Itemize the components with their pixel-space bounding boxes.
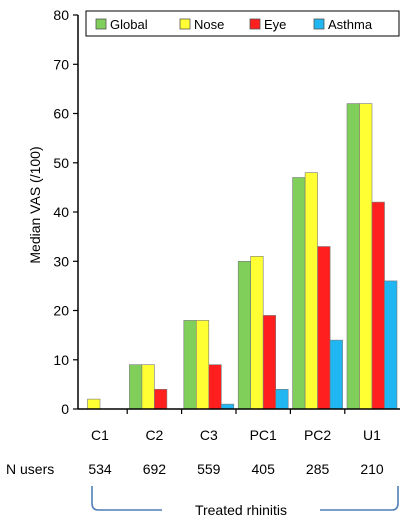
legend-box bbox=[85, 10, 400, 37]
bar-eye-u1 bbox=[371, 201, 385, 410]
bar-global-u1 bbox=[346, 103, 360, 410]
category-label-c2: C2 bbox=[145, 427, 163, 443]
bar-eye-pc2 bbox=[317, 246, 331, 410]
axis-layer: 0 10 20 30 40 50 60 70 80 bbox=[53, 7, 400, 417]
legend-label-eye: Eye bbox=[264, 17, 286, 32]
category-label-c3: C3 bbox=[200, 427, 218, 443]
y-tick-label-30: 30 bbox=[53, 253, 69, 269]
bar-global-c3 bbox=[183, 320, 197, 410]
bar-global-pc2 bbox=[292, 177, 306, 410]
bars-layer bbox=[87, 103, 398, 410]
y-tick-label-70: 70 bbox=[53, 56, 69, 72]
y-tick-label-0: 0 bbox=[61, 401, 69, 417]
legend-swatch-global bbox=[95, 18, 107, 30]
y-tick-label-50: 50 bbox=[53, 155, 69, 171]
bar-asthma-pc2 bbox=[329, 339, 343, 410]
category-label-pc2: PC2 bbox=[304, 427, 331, 443]
n-users-value-c3: 559 bbox=[197, 461, 221, 477]
y-tick-label-10: 10 bbox=[53, 352, 69, 368]
category-label-pc1: PC1 bbox=[250, 427, 277, 443]
bar-nose-c3 bbox=[196, 320, 210, 410]
bar-eye-pc1 bbox=[262, 315, 277, 410]
n-users-label: N users bbox=[6, 461, 54, 477]
labels-layer: C1 534 C2 692 C3 559 PC1 405 PC2 285 U1 210 bbox=[88, 427, 384, 477]
n-users-value-pc1: 405 bbox=[252, 461, 276, 477]
legend-swatch-nose bbox=[179, 18, 191, 30]
category-label-u1: U1 bbox=[363, 427, 381, 443]
legend-swatch-eye bbox=[249, 18, 261, 30]
y-axis-label: Median VAS (/100) bbox=[27, 146, 43, 263]
n-users-value-u1: 210 bbox=[360, 461, 384, 477]
bar-eye-c2 bbox=[154, 388, 168, 410]
bar-nose-u1 bbox=[359, 103, 373, 410]
n-users-value-pc2: 285 bbox=[306, 461, 330, 477]
bar-global-pc1 bbox=[237, 260, 251, 410]
bar-nose-pc2 bbox=[304, 172, 318, 410]
treated-rhinitis-label: Treated rhinitis bbox=[195, 502, 287, 518]
y-tick-label-80: 80 bbox=[53, 7, 69, 23]
legend-label-global: Global bbox=[110, 17, 148, 32]
bar-asthma-pc1 bbox=[275, 388, 289, 410]
y-tick-label-60: 60 bbox=[53, 106, 69, 122]
category-label-c1: C1 bbox=[91, 427, 109, 443]
bar-eye-c3 bbox=[208, 364, 222, 410]
n-users-value-c2: 692 bbox=[143, 461, 167, 477]
bar-asthma-u1 bbox=[384, 280, 398, 410]
n-users-value-c1: 534 bbox=[88, 461, 112, 477]
bar-nose-c2 bbox=[141, 364, 155, 410]
y-tick-label-40: 40 bbox=[53, 204, 69, 220]
bar-global-c2 bbox=[129, 364, 143, 410]
legend-label-nose: Nose bbox=[194, 17, 224, 32]
legend: Global Nose Eye Asthma bbox=[85, 10, 400, 37]
treated-rhinitis-bracket bbox=[91, 486, 399, 511]
bar-nose-pc1 bbox=[250, 255, 264, 410]
y-tick-label-20: 20 bbox=[53, 303, 69, 319]
legend-swatch-asthma bbox=[313, 18, 325, 30]
bar-nose-c1 bbox=[87, 398, 101, 410]
legend-label-asthma: Asthma bbox=[328, 17, 373, 32]
